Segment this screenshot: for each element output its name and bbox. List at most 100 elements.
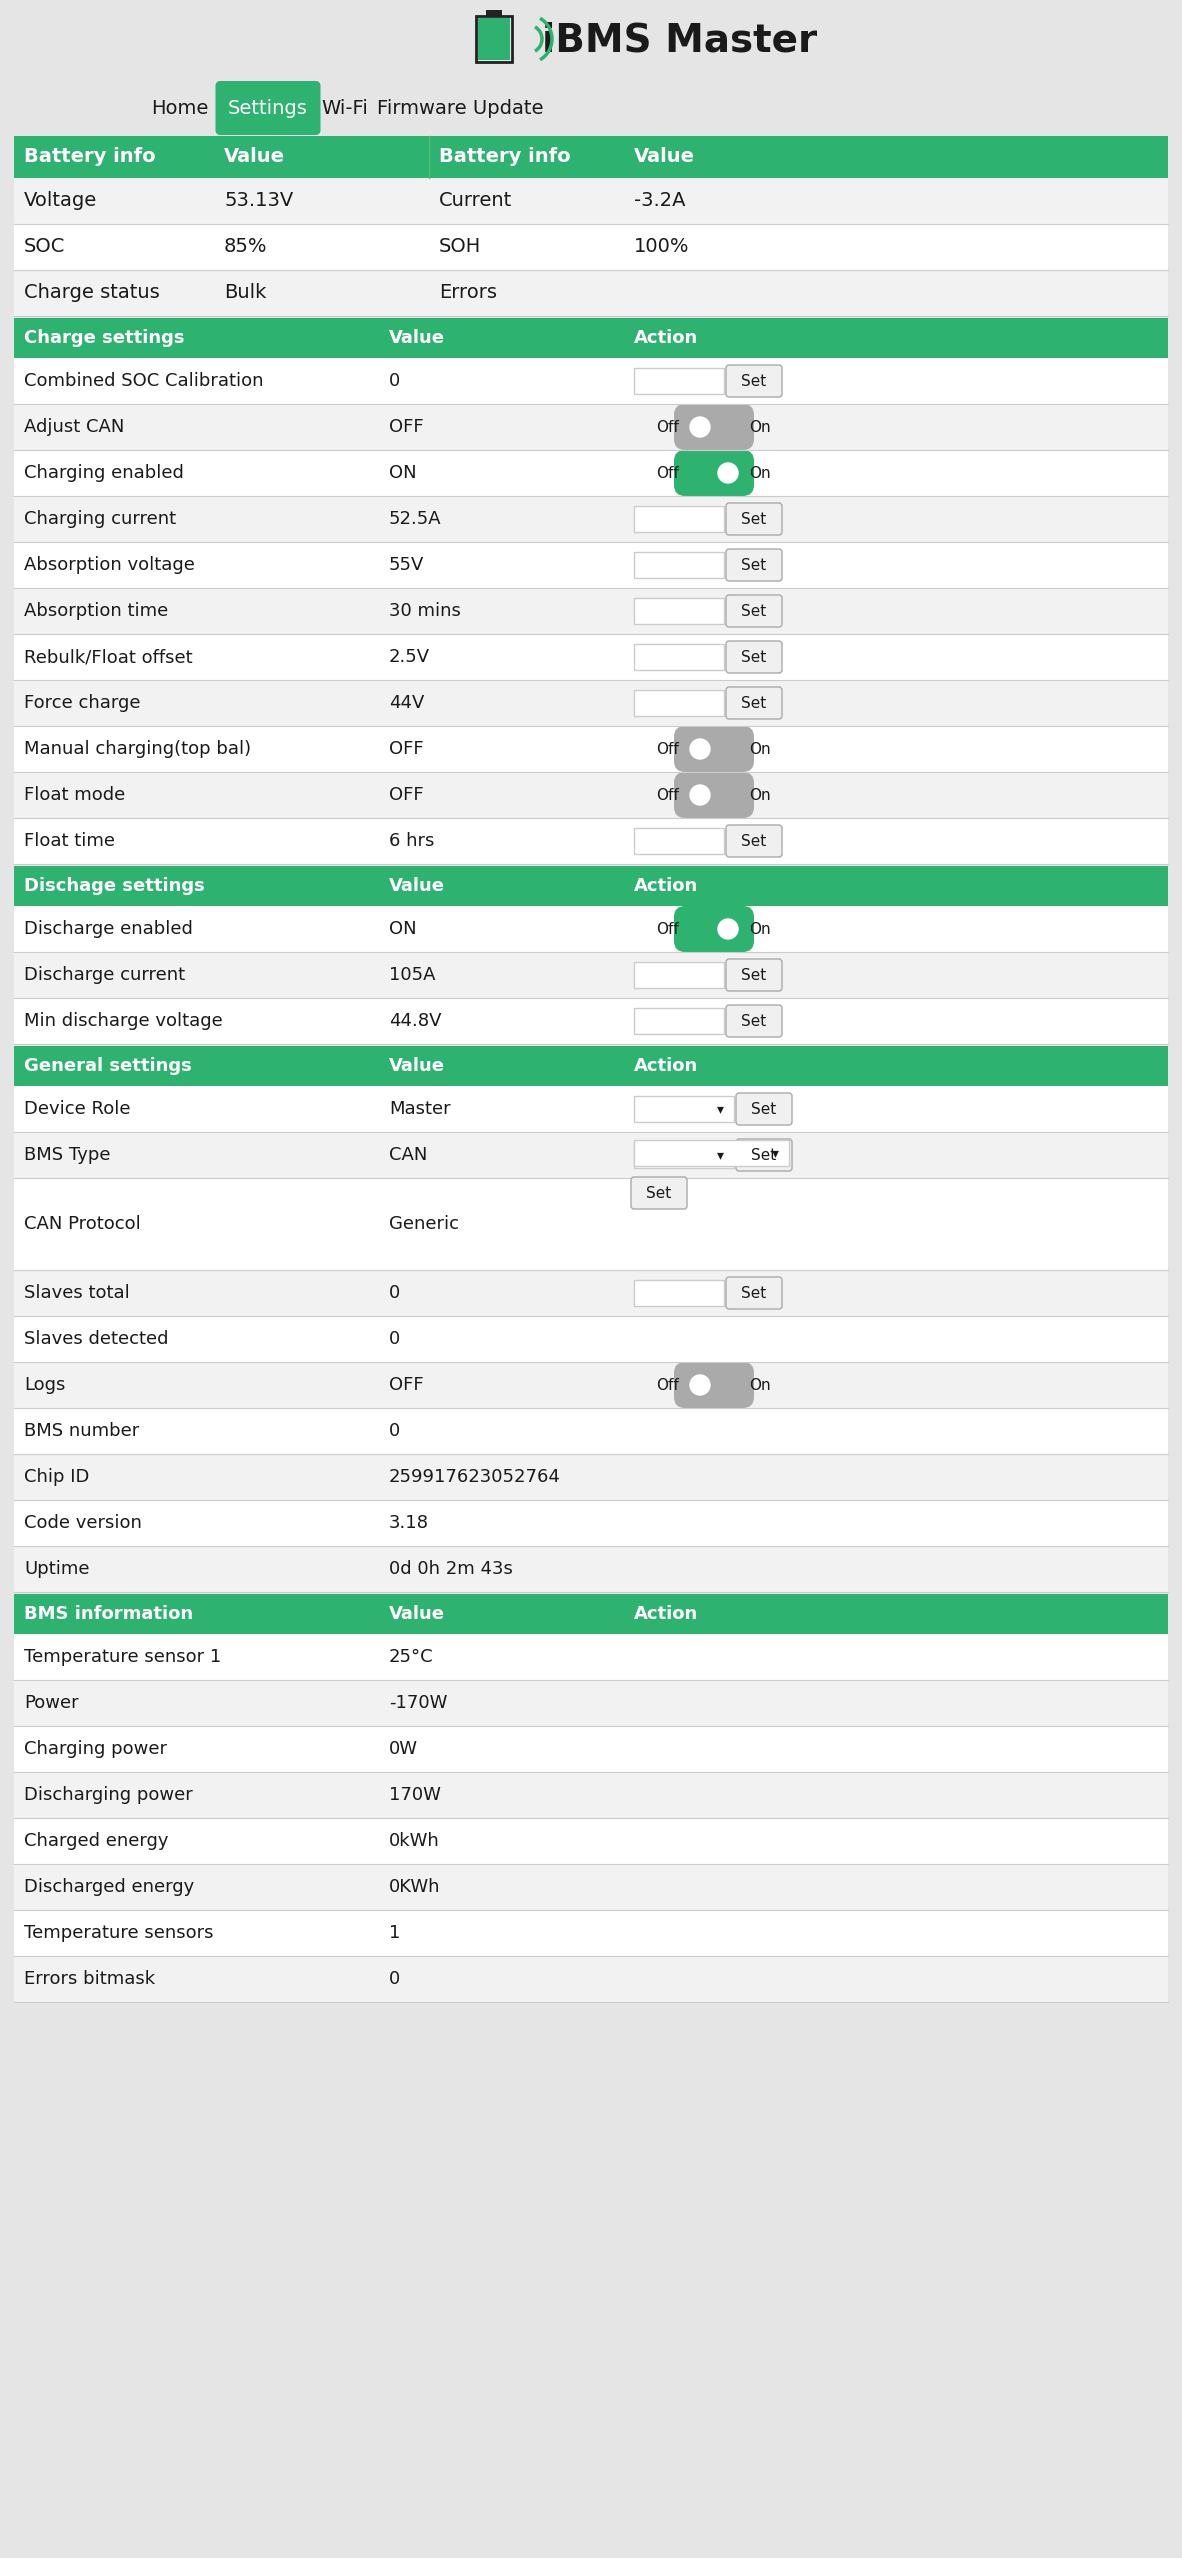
Text: OFF: OFF: [389, 417, 423, 435]
Text: Errors: Errors: [439, 284, 496, 302]
FancyBboxPatch shape: [674, 404, 754, 450]
Circle shape: [690, 1376, 710, 1394]
FancyBboxPatch shape: [14, 588, 1168, 634]
Text: Value: Value: [634, 148, 695, 166]
Text: 85%: 85%: [225, 238, 267, 256]
Text: 52.5A: 52.5A: [389, 509, 442, 527]
Text: ▾: ▾: [772, 1146, 779, 1159]
Text: Logs: Logs: [24, 1376, 65, 1394]
FancyBboxPatch shape: [726, 826, 782, 857]
Text: 170W: 170W: [389, 1785, 441, 1803]
Text: Min discharge voltage: Min discharge voltage: [24, 1013, 222, 1031]
FancyBboxPatch shape: [14, 1681, 1168, 1727]
Text: Set: Set: [741, 373, 767, 389]
Text: Current: Current: [439, 192, 512, 210]
Text: Set: Set: [752, 1102, 777, 1115]
FancyBboxPatch shape: [14, 1545, 1168, 1591]
Text: OFF: OFF: [389, 739, 423, 757]
Text: 259917623052764: 259917623052764: [389, 1468, 561, 1486]
Text: 3.18: 3.18: [389, 1514, 429, 1532]
FancyBboxPatch shape: [726, 959, 782, 990]
FancyBboxPatch shape: [726, 1276, 782, 1310]
Text: Discharge enabled: Discharge enabled: [24, 921, 193, 939]
Text: General settings: General settings: [24, 1056, 191, 1074]
Text: 2.5V: 2.5V: [389, 647, 430, 665]
Text: BMS information: BMS information: [24, 1604, 193, 1622]
FancyBboxPatch shape: [14, 450, 1168, 496]
Text: Set: Set: [741, 1287, 767, 1299]
FancyBboxPatch shape: [14, 1727, 1168, 1773]
FancyBboxPatch shape: [14, 358, 1168, 404]
Text: Value: Value: [225, 148, 285, 166]
Text: On: On: [749, 1379, 771, 1392]
Text: 100%: 100%: [634, 238, 689, 256]
FancyBboxPatch shape: [674, 1361, 754, 1407]
FancyBboxPatch shape: [14, 1087, 1168, 1133]
FancyBboxPatch shape: [14, 225, 1168, 271]
Circle shape: [717, 463, 738, 483]
FancyBboxPatch shape: [14, 1453, 1168, 1499]
FancyBboxPatch shape: [14, 867, 1168, 906]
Text: -3.2A: -3.2A: [634, 192, 686, 210]
FancyBboxPatch shape: [486, 10, 502, 18]
Text: 0: 0: [389, 1330, 401, 1348]
FancyBboxPatch shape: [634, 962, 725, 987]
Text: Temperature sensors: Temperature sensors: [24, 1924, 214, 1942]
Text: Action: Action: [634, 877, 699, 895]
Text: Discharging power: Discharging power: [24, 1785, 193, 1803]
Text: Set: Set: [741, 834, 767, 849]
FancyBboxPatch shape: [726, 550, 782, 581]
FancyBboxPatch shape: [634, 599, 725, 624]
FancyBboxPatch shape: [14, 1269, 1168, 1315]
Text: Absorption voltage: Absorption voltage: [24, 555, 195, 573]
Text: 105A: 105A: [389, 967, 435, 985]
FancyBboxPatch shape: [0, 2003, 1182, 2558]
FancyBboxPatch shape: [14, 773, 1168, 819]
Text: Action: Action: [634, 1056, 699, 1074]
Text: Voltage: Voltage: [24, 192, 97, 210]
Text: Charged energy: Charged energy: [24, 1832, 169, 1849]
Text: Value: Value: [389, 1604, 444, 1622]
FancyBboxPatch shape: [726, 504, 782, 535]
Text: 44.8V: 44.8V: [389, 1013, 442, 1031]
FancyBboxPatch shape: [634, 1141, 790, 1166]
FancyBboxPatch shape: [215, 82, 320, 136]
Text: Set: Set: [752, 1149, 777, 1161]
Text: Value: Value: [389, 330, 444, 348]
FancyBboxPatch shape: [634, 691, 725, 716]
FancyBboxPatch shape: [14, 1133, 1168, 1179]
FancyBboxPatch shape: [726, 688, 782, 719]
Text: 0: 0: [389, 1970, 401, 1988]
Text: Wi-Fi: Wi-Fi: [322, 100, 369, 118]
Text: ON: ON: [389, 921, 416, 939]
Text: Off: Off: [656, 466, 678, 481]
Text: 0W: 0W: [389, 1739, 418, 1757]
Text: 1: 1: [389, 1924, 401, 1942]
Text: Action: Action: [634, 1604, 699, 1622]
Text: Chip ID: Chip ID: [24, 1468, 90, 1486]
Text: Master: Master: [389, 1100, 450, 1118]
Text: On: On: [749, 466, 771, 481]
Text: CAN: CAN: [389, 1146, 428, 1164]
Circle shape: [717, 918, 738, 939]
Text: Rebulk/Float offset: Rebulk/Float offset: [24, 647, 193, 665]
FancyBboxPatch shape: [634, 1141, 734, 1169]
Text: Float mode: Float mode: [24, 785, 125, 803]
Text: Device Role: Device Role: [24, 1100, 130, 1118]
FancyBboxPatch shape: [14, 1407, 1168, 1453]
Text: Charge settings: Charge settings: [24, 330, 184, 348]
Text: Off: Off: [656, 788, 678, 803]
Text: 0: 0: [389, 1422, 401, 1440]
Text: Charging enabled: Charging enabled: [24, 463, 184, 481]
Text: Value: Value: [389, 877, 444, 895]
Text: Manual charging(top bal): Manual charging(top bal): [24, 739, 251, 757]
Text: Bulk: Bulk: [225, 284, 266, 302]
Text: 0KWh: 0KWh: [389, 1878, 441, 1895]
FancyBboxPatch shape: [674, 906, 754, 952]
FancyBboxPatch shape: [14, 542, 1168, 588]
FancyBboxPatch shape: [14, 1361, 1168, 1407]
FancyBboxPatch shape: [634, 1095, 734, 1123]
FancyBboxPatch shape: [0, 0, 1182, 136]
FancyBboxPatch shape: [14, 1865, 1168, 1911]
FancyBboxPatch shape: [14, 819, 1168, 865]
